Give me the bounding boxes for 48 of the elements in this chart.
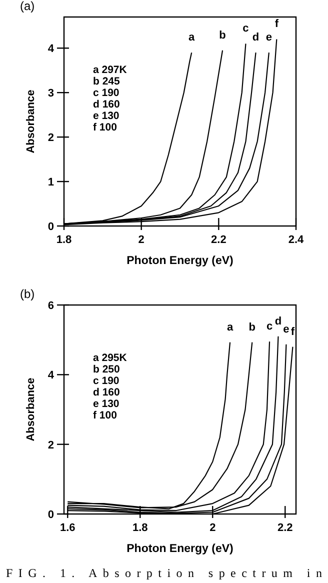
y-tick-label: 4	[48, 43, 55, 56]
annotation: e 130	[93, 398, 120, 410]
chart-title: (a)	[20, 0, 35, 13]
y-tick-label: 2	[48, 439, 54, 452]
series-label: d	[252, 32, 260, 44]
series-label: b	[248, 321, 256, 334]
annotation: d 160	[93, 98, 120, 110]
series-label: c	[266, 320, 273, 333]
series-label: a	[188, 32, 196, 44]
annotation: e 130	[93, 110, 120, 122]
x-tick-label: 1.8	[56, 234, 72, 246]
annotation: c 190	[93, 87, 120, 99]
x-tick-label: 1.8	[132, 522, 148, 534]
x-tick-label: 2	[210, 522, 216, 534]
y-tick-label: 0	[48, 509, 54, 521]
x-tick-label: 2.2	[211, 234, 226, 246]
x-axis-title: Photon Energy (eV)	[126, 255, 234, 267]
annotation: d 160	[93, 386, 120, 398]
y-tick-label: 0	[48, 221, 54, 233]
annotation: a 295K	[93, 352, 128, 364]
caption: FIG. 1. Absorption spectrum in	[6, 566, 322, 580]
series-label: e	[266, 32, 272, 44]
annotation: f 100	[93, 122, 118, 134]
chart-title: (b)	[20, 287, 35, 301]
x-axis-title: Photon Energy (eV)	[126, 543, 234, 555]
series-label: f	[274, 18, 279, 30]
annotation: b 250	[93, 364, 120, 376]
x-tick-label: 2.4	[288, 234, 305, 246]
series-label: c	[242, 22, 249, 35]
annotation: b 245	[93, 76, 120, 88]
y-axis-title: Absorbance	[25, 90, 37, 154]
y-tick-label: 6	[48, 300, 54, 312]
annotation: a 297K	[93, 64, 128, 76]
annotation: c 190	[93, 375, 120, 387]
series-label: b	[219, 29, 226, 42]
x-tick-label: 1.6	[60, 522, 76, 534]
series-label: d	[274, 315, 282, 328]
x-tick-label: 2	[138, 234, 144, 246]
y-tick-label: 2	[48, 132, 54, 144]
series-label: a	[226, 321, 234, 334]
y-tick-label: 3	[48, 88, 54, 100]
y-tick-label: 1	[48, 176, 54, 189]
annotation: f 100	[93, 410, 118, 422]
y-tick-label: 4	[48, 370, 55, 382]
x-tick-label: 2.2	[277, 522, 293, 534]
series-label: f	[290, 326, 295, 338]
y-axis-title: Absorbance	[25, 378, 37, 442]
series-label: e	[283, 323, 290, 336]
